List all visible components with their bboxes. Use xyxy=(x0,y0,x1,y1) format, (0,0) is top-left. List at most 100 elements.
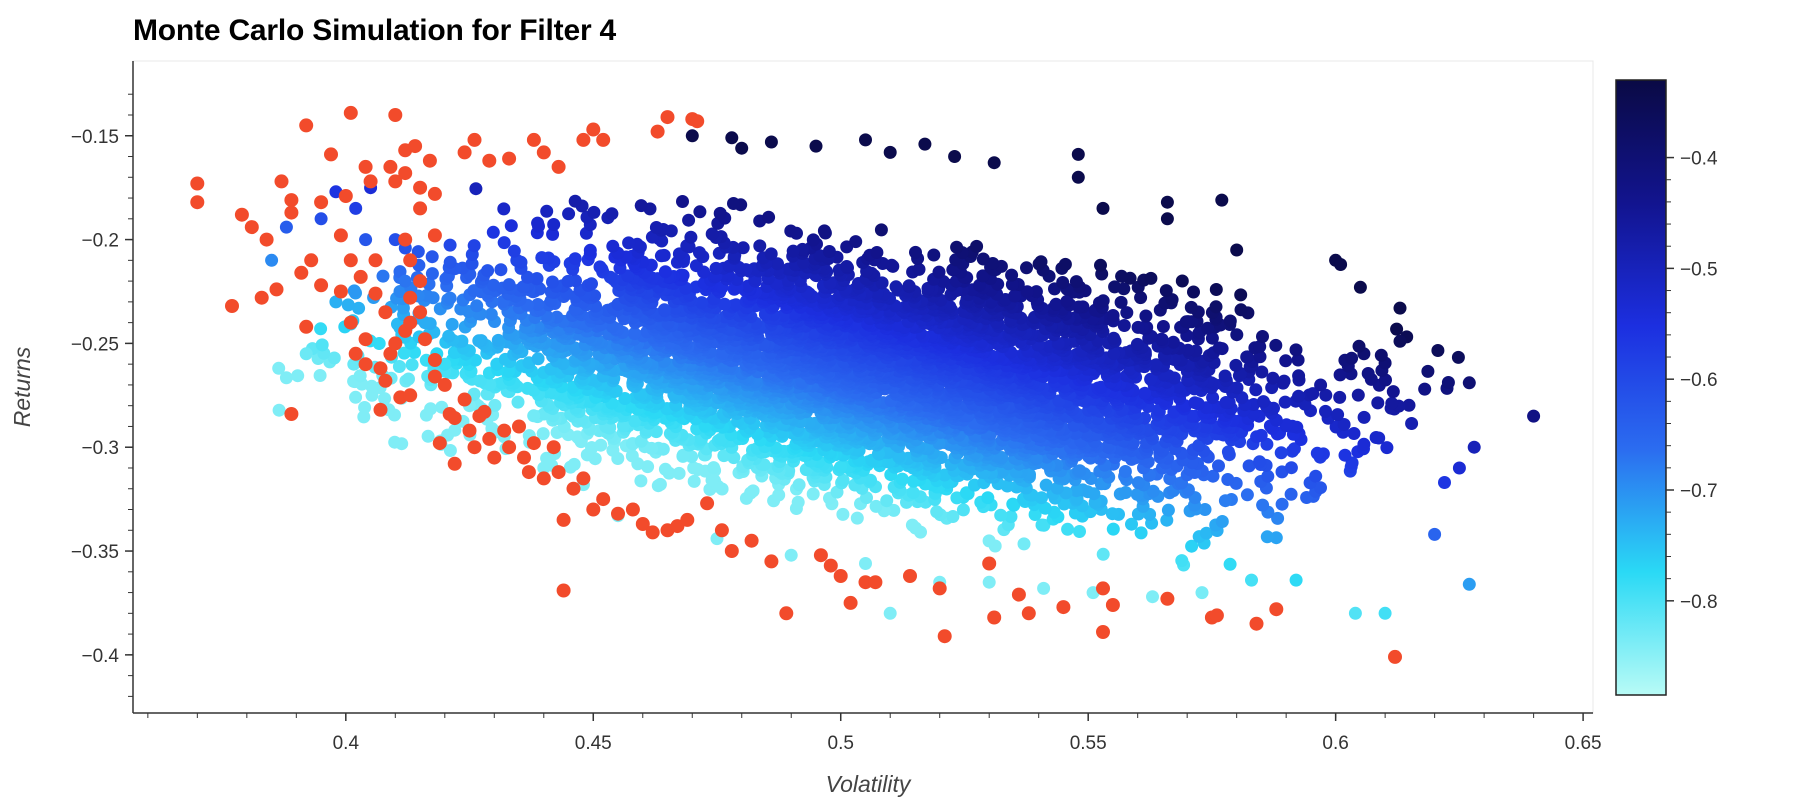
cloud-point xyxy=(714,432,728,446)
cloud-point xyxy=(1149,358,1163,372)
cloud-point xyxy=(909,245,922,259)
cloud-point xyxy=(291,369,305,383)
cloud-point xyxy=(388,435,402,449)
cloud-point xyxy=(1380,441,1394,455)
cloud-point xyxy=(946,510,960,523)
cloud-point xyxy=(313,369,327,382)
cloud-point xyxy=(1402,398,1416,412)
cloud-point xyxy=(806,233,820,247)
cloud-point xyxy=(1106,309,1120,322)
cloud-point xyxy=(1405,417,1419,430)
cloud-point xyxy=(736,241,750,255)
cloud-point xyxy=(1209,300,1223,314)
cloud-point xyxy=(1146,484,1160,498)
cloud-point xyxy=(511,395,525,409)
cloud-point xyxy=(1139,309,1153,323)
cloud-point xyxy=(976,269,990,283)
cloud-point xyxy=(397,346,411,360)
cloud-point xyxy=(836,473,850,487)
cloud-point xyxy=(1357,410,1371,424)
cloud-point xyxy=(1234,303,1248,317)
cloud-point xyxy=(357,410,371,424)
cloud-point xyxy=(628,327,641,340)
cloud-point xyxy=(764,247,778,261)
cloud-point xyxy=(906,474,920,488)
cloud-point xyxy=(1371,396,1385,410)
cloud-point xyxy=(583,243,597,257)
cloud-point xyxy=(792,478,806,492)
cloud-point xyxy=(771,257,784,271)
cloud-point xyxy=(1390,322,1404,336)
cloud-point xyxy=(618,392,632,405)
cloud-point xyxy=(1357,437,1371,451)
cloud-point xyxy=(1175,554,1189,568)
cloud-point xyxy=(970,239,984,253)
cloud-point xyxy=(1218,369,1232,383)
cloud-point xyxy=(1221,445,1235,459)
cloud-point xyxy=(1221,473,1235,486)
cloud-point xyxy=(1108,280,1122,294)
cloud-point xyxy=(1175,274,1189,288)
cloud-point xyxy=(727,451,741,465)
cloud-point xyxy=(1138,386,1152,400)
cloud-point xyxy=(1029,285,1043,299)
cloud-point xyxy=(695,296,709,310)
cloud-point xyxy=(1131,476,1145,490)
cloud-point xyxy=(1351,388,1365,402)
cloud-point xyxy=(982,534,996,548)
cloud-point xyxy=(1247,407,1260,421)
cloud-point xyxy=(1159,284,1173,298)
cloud-point xyxy=(593,260,607,274)
cloud-point xyxy=(902,279,916,293)
cloud-point xyxy=(443,444,457,457)
cloud-point xyxy=(1005,268,1019,282)
cloud-point xyxy=(1060,294,1074,308)
cloud-point xyxy=(927,248,941,262)
cloud-point xyxy=(892,449,906,463)
cloud-point xyxy=(594,438,608,452)
cloud-point xyxy=(1118,465,1132,478)
cloud-point xyxy=(1242,459,1256,473)
cloud-point xyxy=(870,246,884,259)
cloud-point xyxy=(1271,511,1285,525)
cloud-point xyxy=(272,361,286,375)
cloud-point xyxy=(327,351,341,365)
cloud-point xyxy=(402,372,415,386)
cloud-point xyxy=(1115,269,1129,283)
cloud-point xyxy=(488,398,502,412)
cloud-point xyxy=(1209,283,1223,296)
cloud-point xyxy=(1020,285,1034,299)
cloud-point xyxy=(1218,494,1232,508)
cloud-point xyxy=(1107,331,1121,345)
cloud-point xyxy=(494,263,508,277)
cloud-point xyxy=(1223,314,1237,328)
cloud-point xyxy=(1058,257,1072,271)
cloud-point xyxy=(1280,418,1293,432)
cloud-point xyxy=(1309,469,1323,483)
cloud-point xyxy=(762,210,776,224)
cloud-point xyxy=(442,329,456,343)
cloud-point xyxy=(353,369,367,383)
cloud-point xyxy=(468,353,482,367)
cloud-point xyxy=(405,358,419,372)
cloud-point xyxy=(932,265,946,279)
cloud-point xyxy=(874,223,888,237)
cloud-point xyxy=(1314,378,1328,392)
cloud-point xyxy=(806,487,820,501)
cloud-point xyxy=(849,235,863,249)
cloud-point xyxy=(1034,255,1048,269)
cloud-point xyxy=(889,280,903,294)
cloud-point xyxy=(1215,515,1229,528)
cloud-point xyxy=(272,403,286,417)
cloud-point xyxy=(279,371,293,385)
cloud-point xyxy=(1347,427,1361,440)
cloud-point xyxy=(753,239,767,253)
cloud-point xyxy=(1275,497,1289,511)
cloud-point xyxy=(1161,503,1175,517)
cloud-point xyxy=(1284,487,1298,501)
cloud-point xyxy=(729,298,743,312)
cloud-point xyxy=(1105,507,1119,521)
cloud-point xyxy=(657,303,671,317)
cloud-point xyxy=(1386,385,1400,399)
cloud-point xyxy=(687,474,701,488)
